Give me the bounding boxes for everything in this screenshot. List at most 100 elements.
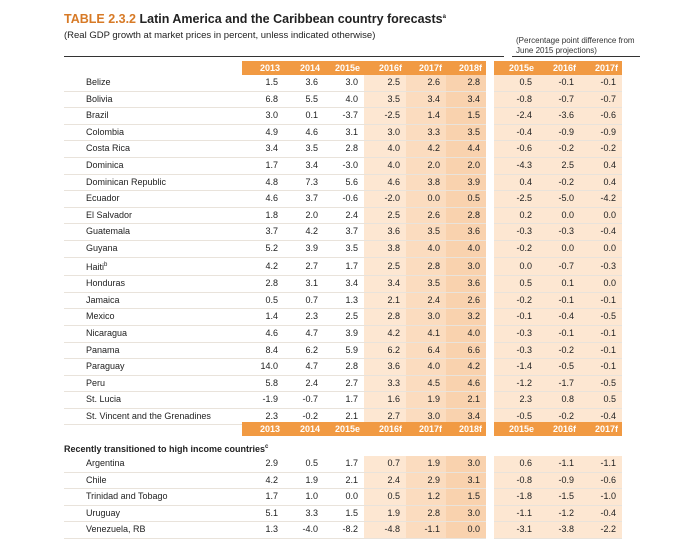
value-cell: 2.5 <box>364 75 406 92</box>
diff-cell: -4.3 <box>494 157 538 175</box>
table-row: Venezuela, RB 1.3 -4.0 -8.2 -4.8 -1.1 0.0 -3.1-… <box>64 521 622 539</box>
table-header-row: 2013 2014 2015e 2016f 2017f 2018f 2015e … <box>64 61 622 75</box>
country-name: Colombia <box>64 124 242 142</box>
table-row: Guatemala 3.7 4.2 3.7 3.6 3.5 3.6 -0.3 -0.3 -0.4 <box>64 223 622 241</box>
diff-cell: -1.8 <box>494 488 538 506</box>
value-cell: 2.1 <box>446 391 486 409</box>
table-row: Peru 5.8 2.4 2.7 3.3 4.5 4.6 -1.2 -1.7 -0.5 <box>64 375 622 393</box>
value-cell: 2.4 <box>406 292 446 310</box>
value-cell: 0.1 <box>284 107 324 125</box>
value-cell: 3.3 <box>284 505 324 523</box>
diff-cell: -1.0 <box>580 488 622 506</box>
col-header: 2017f <box>406 422 446 436</box>
value-cell: 3.0 <box>364 124 406 142</box>
diff-cell: -0.6 <box>494 140 538 158</box>
value-cell: 3.6 <box>446 223 486 241</box>
value-cell: 3.4 <box>324 275 364 293</box>
country-name: Costa Rica <box>64 140 242 158</box>
col-header: 2013 <box>242 61 284 75</box>
value-cell: 2.4 <box>364 472 406 490</box>
diff-cell: 0.0 <box>538 207 580 225</box>
value-cell: 3.7 <box>324 223 364 241</box>
table-row: Guyana 5.2 3.9 3.5 3.8 4.0 4.0 -0.2 0.0 0.0 <box>64 240 622 258</box>
diff-cell: -0.5 <box>580 308 622 326</box>
column-gap <box>486 108 494 125</box>
table-row: St. Lucia -1.9 -0.7 1.7 1.6 1.9 2.1 2.3 0.8 0.5 <box>64 391 622 409</box>
value-cell: 3.7 <box>242 223 284 241</box>
value-cell: -0.7 <box>284 391 324 409</box>
value-cell: 4.2 <box>242 472 284 490</box>
value-cell: 4.2 <box>242 257 284 277</box>
value-cell: 4.0 <box>324 91 364 109</box>
country-label: Trinidad and Tobago <box>86 491 168 502</box>
diff-cell: 0.4 <box>580 157 622 175</box>
country-name: Panama <box>64 342 242 360</box>
diff-cell: -0.1 <box>538 75 580 92</box>
value-cell: 2.7 <box>324 375 364 393</box>
value-cell: 2.8 <box>324 140 364 158</box>
column-gap <box>486 456 494 472</box>
value-cell: 2.1 <box>364 292 406 310</box>
diff-cell: -4.2 <box>580 190 622 208</box>
value-cell: 3.6 <box>364 358 406 376</box>
table-row: Colombia 4.9 4.6 3.1 3.0 3.3 3.5 -0.4 -0.9 -0.9 <box>64 124 622 142</box>
country-label: Venezuela, RB <box>86 524 146 535</box>
diff-cell: -0.1 <box>580 292 622 310</box>
value-cell: 1.0 <box>284 488 324 506</box>
table-title: TABLE 2.3.2 Latin America and the Caribb… <box>64 12 446 26</box>
value-cell: -2.5 <box>364 107 406 125</box>
value-cell: 7.3 <box>284 174 324 192</box>
column-gap <box>486 224 494 241</box>
diff-cell: -3.8 <box>538 521 580 539</box>
diff-cell: 0.0 <box>580 275 622 293</box>
value-cell: 1.5 <box>324 505 364 523</box>
value-cell: 3.5 <box>324 240 364 258</box>
value-cell: 4.0 <box>364 157 406 175</box>
diff-col-header: 2017f <box>580 61 622 75</box>
value-cell: 5.5 <box>284 91 324 109</box>
value-cell: 2.8 <box>406 505 446 523</box>
diff-cell: -0.6 <box>580 472 622 490</box>
value-cell: 2.4 <box>324 207 364 225</box>
value-cell: 1.5 <box>446 107 486 125</box>
value-cell: 8.4 <box>242 342 284 360</box>
value-cell: 1.9 <box>284 472 324 490</box>
top-rule <box>64 56 504 57</box>
diff-cell: -1.5 <box>538 488 580 506</box>
value-cell: 3.9 <box>284 240 324 258</box>
table-subtitle: (Real GDP growth at market prices in per… <box>64 30 376 41</box>
table-row: St. Vincent and the Grenadines 2.3 -0.2 2.1… <box>64 408 622 426</box>
country-name: Jamaica <box>64 292 242 310</box>
value-cell: 4.6 <box>364 174 406 192</box>
country-name: Ecuador <box>64 190 242 208</box>
country-label: Haiti <box>86 261 105 272</box>
value-cell: -0.6 <box>324 190 364 208</box>
diff-cell: -2.5 <box>494 190 538 208</box>
country-name: El Salvador <box>64 207 242 225</box>
diff-cell: -0.9 <box>538 124 580 142</box>
col-header: 2014 <box>284 422 324 436</box>
diff-col-header: 2017f <box>580 422 622 436</box>
value-cell: 3.4 <box>284 157 324 175</box>
value-cell: 3.5 <box>284 140 324 158</box>
table-title-text: Latin America and the Caribbean country … <box>139 12 443 26</box>
country-label: Paraguay <box>86 361 125 372</box>
value-cell: 2.6 <box>446 292 486 310</box>
value-cell: 3.6 <box>364 223 406 241</box>
country-label: Colombia <box>86 126 125 137</box>
table-number: TABLE 2.3.2 <box>64 12 137 26</box>
country-name: Argentina <box>64 456 242 473</box>
table-row: Costa Rica 3.4 3.5 2.8 4.0 4.2 4.4 -0.6 -0.2 -0.2 <box>64 140 622 158</box>
difference-note: (Percentage point difference from June 2… <box>516 36 635 55</box>
value-cell: 5.2 <box>242 240 284 258</box>
value-cell: 2.8 <box>324 358 364 376</box>
country-name: Dominican Republic <box>64 174 242 192</box>
diff-cell: -1.2 <box>494 375 538 393</box>
diff-cell: -0.1 <box>494 308 538 326</box>
value-cell: 6.6 <box>446 342 486 360</box>
section2-footnote-mark: c <box>265 444 269 450</box>
col-header: 2017f <box>406 61 446 75</box>
diff-cell: -1.1 <box>538 456 580 473</box>
value-cell: -4.0 <box>284 521 324 539</box>
value-cell: 3.4 <box>446 408 486 426</box>
